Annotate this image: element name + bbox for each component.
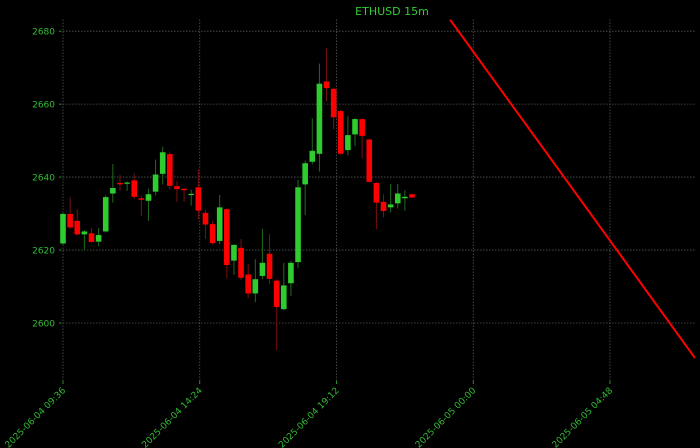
- candle-body-up: [231, 244, 237, 261]
- candle-body-up: [60, 213, 66, 244]
- x-tick-label: 2025-06-05 00:00: [414, 386, 479, 448]
- y-axis: 2600 2620 2640 2660 2680: [32, 28, 62, 329]
- candle-body-up: [280, 285, 287, 310]
- y-tick-label: 2600: [32, 319, 55, 329]
- candle-body-up: [95, 235, 102, 242]
- candle-body-up: [159, 152, 166, 174]
- candle-body-up: [345, 135, 351, 151]
- x-tick-label: 2025-06-04 14:24: [140, 386, 205, 448]
- candle-body-up: [252, 279, 259, 294]
- candle-body-down: [245, 274, 251, 294]
- candle-body-up: [402, 196, 408, 199]
- candle-body-down: [167, 154, 173, 186]
- x-tick-label: 2025-06-05 04:48: [551, 386, 616, 448]
- candle-body-down: [224, 209, 230, 265]
- y-tick-label: 2680: [32, 28, 55, 38]
- candle-body-down: [131, 180, 138, 197]
- candle-body-down: [74, 220, 81, 235]
- candle-body-down: [380, 201, 387, 212]
- x-tick-label: 2025-06-04 19:12: [277, 386, 341, 448]
- candle-body-down: [323, 81, 330, 89]
- candle-body-up: [288, 262, 294, 284]
- candle-body-up: [110, 188, 116, 194]
- candle-body-down: [337, 111, 344, 154]
- candle-body-down: [209, 224, 216, 244]
- candle-body-down: [266, 253, 273, 279]
- candle-body-down: [195, 187, 202, 211]
- candle-body-up: [259, 262, 266, 276]
- candle-body-down: [202, 212, 209, 225]
- candle-body-up: [309, 150, 316, 162]
- candle-body-down: [273, 280, 280, 307]
- candle-body-up: [352, 119, 358, 135]
- candle-body-down: [330, 88, 337, 118]
- x-axis: 2025-06-04 09:36 2025-06-04 14:24 2025-06-…: [4, 381, 616, 448]
- chart-title: ETHUSD 15m: [355, 5, 429, 18]
- candle-body-down: [88, 233, 95, 243]
- candle-body-up: [387, 204, 394, 208]
- y-tick-label: 2660: [32, 101, 55, 111]
- y-tick-label: 2620: [32, 247, 55, 257]
- candle-body-up: [145, 194, 152, 201]
- candle-body-up: [124, 182, 130, 184]
- trendline-group: [449, 19, 695, 359]
- candle-body-down: [67, 213, 73, 228]
- candle-body-up: [188, 193, 195, 196]
- x-tick-label: 2025-06-04 09:36: [4, 386, 69, 448]
- candle-body-up: [216, 207, 223, 241]
- candle-body-up: [152, 174, 159, 192]
- y-tick-label: 2640: [32, 174, 55, 184]
- candle-body-down: [373, 182, 380, 203]
- candle-body-down: [138, 198, 145, 200]
- candle-body-down: [181, 188, 187, 191]
- candles: [60, 48, 415, 350]
- candle-body-up: [102, 197, 109, 232]
- grid: [62, 19, 695, 381]
- candle-body-down: [117, 182, 123, 185]
- candle-body-up: [81, 231, 88, 235]
- candle-body-down: [359, 119, 365, 136]
- candle-body-up: [302, 163, 308, 185]
- candle-body-down: [409, 194, 415, 198]
- candle-body-down: [238, 247, 244, 278]
- candle-body-up: [295, 187, 301, 263]
- candle-body-up: [394, 193, 401, 204]
- candle-body-up: [316, 83, 323, 154]
- trendline: [449, 19, 695, 359]
- candle-body-down: [366, 139, 373, 182]
- candle-body-down: [174, 186, 180, 190]
